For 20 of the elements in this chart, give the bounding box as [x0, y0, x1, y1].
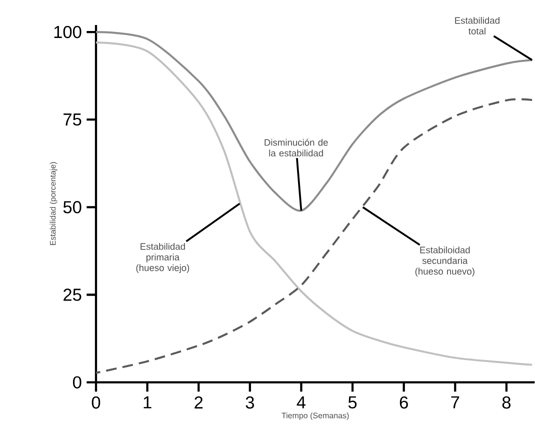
x-tick-label: 1	[144, 396, 152, 408]
y-tick-label: 100	[54, 26, 82, 38]
annotation: Estabiloidad secundaria (hueso nuevo)	[415, 246, 474, 276]
x-tick-label: 2	[194, 396, 203, 408]
x-axis-title: Tiempo (Semanas)	[282, 412, 349, 420]
y-tick-label: 25	[64, 288, 82, 301]
x-tick-label: 3	[246, 396, 254, 408]
x-tick-label: 8	[502, 396, 511, 408]
x-tick-label: 4	[296, 396, 306, 408]
annotation: Disminución de la estabilidad	[264, 138, 328, 156]
y-tick-label: 0	[72, 376, 82, 388]
x-tick-label: 7	[451, 396, 460, 408]
x-tick-label: 5	[348, 396, 357, 408]
y-axis-title: Estabilidad (porcentaje)	[50, 162, 58, 245]
x-tick-label: 6	[400, 396, 408, 408]
annotation: Estabilidad total	[455, 16, 500, 34]
y-tick-label: 50	[63, 200, 82, 214]
annotation: Estabilidad primaria (hueso viejo)	[136, 242, 190, 273]
y-tick-label: 75	[64, 113, 82, 126]
x-tick-label: 0	[92, 396, 100, 408]
